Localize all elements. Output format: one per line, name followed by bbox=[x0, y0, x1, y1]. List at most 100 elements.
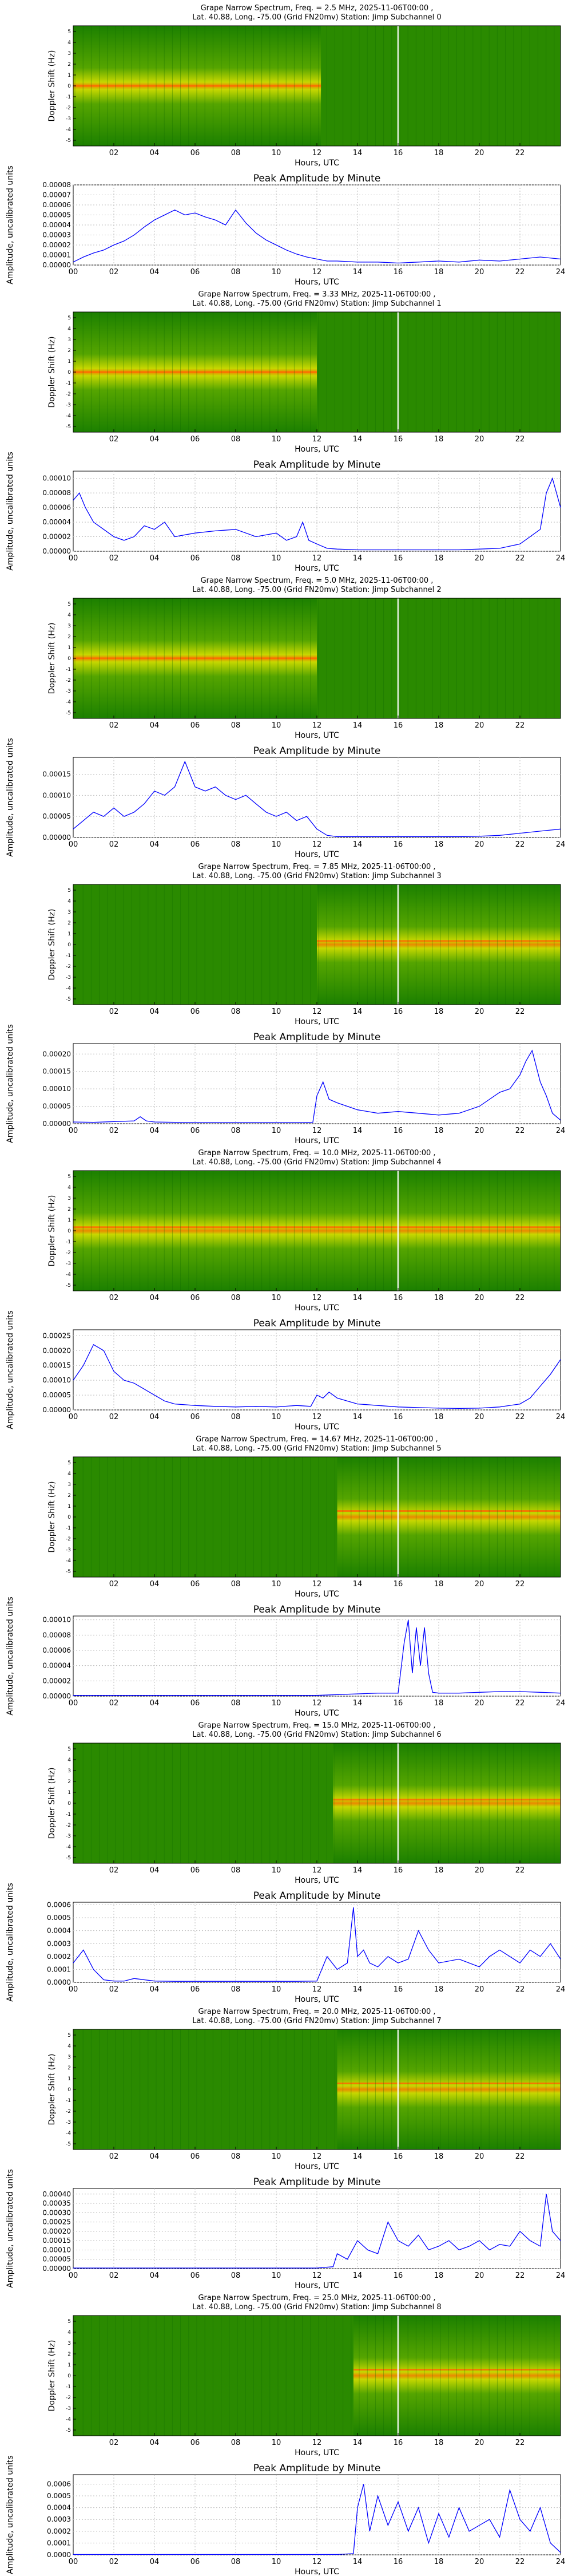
spectrogram-xtick-label: 08 bbox=[231, 435, 241, 444]
amplitude-xtick-label: 06 bbox=[190, 840, 200, 849]
spectrogram-title-line2: Lat. 40.88, Long. -75.00 (Grid FN20mv) S… bbox=[192, 872, 441, 880]
spectrogram-xtick-label: 18 bbox=[434, 435, 444, 444]
amplitude-xtick-label: 06 bbox=[190, 1413, 200, 1421]
amplitude-ytick-label: 0.00006 bbox=[42, 504, 71, 512]
amplitude-ylabel: Amplitude, uncalibrated units bbox=[6, 1024, 15, 1143]
amplitude-ytick-label: 0.00008 bbox=[42, 181, 71, 189]
amplitude-xlabel: Hours, UTC bbox=[295, 1709, 339, 1718]
spectrogram-ytick-label: 5 bbox=[67, 1747, 71, 1752]
spectrogram-ytick-label: -5 bbox=[66, 997, 71, 1002]
amplitude-xlabel: Hours, UTC bbox=[295, 1423, 339, 1432]
spectrogram-ylabel: Doppler Shift (Hz) bbox=[47, 50, 57, 122]
spectrogram-ytick-label: -1 bbox=[66, 2384, 71, 2390]
spectrogram-xtick-label: 12 bbox=[312, 1294, 322, 1302]
amplitude-ytick-label: 0.00020 bbox=[42, 2227, 71, 2235]
spectrogram-panel: Grape Narrow Spectrum, Freq. = 14.67 MHz… bbox=[47, 1435, 561, 1599]
spectrogram-ytick-label: 1 bbox=[67, 931, 71, 937]
amplitude-ytick-label: 0.00003 bbox=[42, 231, 71, 239]
amplitude-xtick-label: 22 bbox=[515, 1699, 525, 1708]
spectrogram-xtick-label: 18 bbox=[434, 149, 444, 157]
amplitude-ytick-label: 0.00000 bbox=[42, 261, 71, 269]
amplitude-xtick-label: 14 bbox=[353, 554, 363, 563]
amplitude-xtick-label: 00 bbox=[69, 1985, 78, 1994]
amplitude-xtick-label: 22 bbox=[515, 1985, 525, 1994]
amplitude-ytick-label: 0.00004 bbox=[42, 518, 71, 526]
amplitude-xtick-label: 08 bbox=[231, 554, 241, 563]
spectrogram-ylabel: Doppler Shift (Hz) bbox=[47, 2340, 57, 2412]
amplitude-ytick-label: 0.00008 bbox=[42, 1631, 71, 1639]
spectrogram-ytick-label: -5 bbox=[66, 1569, 71, 1575]
amplitude-xtick-label: 12 bbox=[312, 554, 322, 563]
spectrogram-ytick-label: -5 bbox=[66, 1855, 71, 1861]
amplitude-ytick-label: 0.0001 bbox=[47, 1965, 71, 1973]
amplitude-ytick-label: 0.00002 bbox=[42, 241, 71, 249]
spectrogram-xtick-label: 16 bbox=[394, 2152, 403, 2161]
amplitude-ytick-label: 0.00010 bbox=[42, 1616, 71, 1624]
amplitude-xtick-label: 24 bbox=[556, 1985, 566, 1994]
spectrogram-ytick-label: -2 bbox=[66, 678, 71, 683]
spectrogram-ytick-label: 0 bbox=[67, 2087, 71, 2093]
amplitude-series-line bbox=[73, 1344, 561, 1409]
amplitude-xtick-label: 08 bbox=[231, 2558, 241, 2566]
spectrogram-xtick-label: 04 bbox=[150, 2152, 160, 2161]
spectrogram-title-line2: Lat. 40.88, Long. -75.00 (Grid FN20mv) S… bbox=[192, 1444, 441, 1453]
amplitude-ytick-label: 0.0003 bbox=[47, 1939, 71, 1947]
spectrogram-active-region bbox=[353, 2316, 561, 2436]
amplitude-xtick-label: 04 bbox=[150, 1985, 160, 1994]
spectrogram-xtick-label: 06 bbox=[190, 1294, 200, 1302]
amplitude-ytick-label: 0.0002 bbox=[47, 1953, 71, 1961]
amplitude-ytick-label: 0.00025 bbox=[42, 1332, 71, 1340]
spectrogram-ytick-label: 3 bbox=[67, 2055, 71, 2060]
amplitude-ytick-label: 0.00000 bbox=[42, 1120, 71, 1128]
spectrogram-xtick-label: 20 bbox=[475, 2152, 484, 2161]
amplitude-ytick-label: 0.00015 bbox=[42, 770, 71, 778]
spectrogram-ytick-label: -1 bbox=[66, 667, 71, 673]
amplitude-xtick-label: 00 bbox=[69, 1413, 78, 1421]
spectrogram-ytick-label: 3 bbox=[67, 337, 71, 343]
amplitude-xtick-label: 14 bbox=[353, 2271, 363, 2280]
amplitude-ytick-label: 0.00000 bbox=[42, 2265, 71, 2273]
amplitude-title: Peak Amplitude by Minute bbox=[253, 2176, 381, 2188]
spectrogram-ytick-label: 4 bbox=[67, 899, 71, 904]
amplitude-xtick-label: 24 bbox=[556, 268, 566, 276]
spectrogram-xtick-label: 04 bbox=[150, 1866, 160, 1875]
spectrogram-xtick-label: 14 bbox=[353, 721, 363, 730]
amplitude-xtick-label: 14 bbox=[353, 1699, 363, 1708]
amplitude-xtick-label: 14 bbox=[353, 840, 363, 849]
amplitude-ytick-label: 0.00000 bbox=[42, 547, 71, 555]
spectrogram-title-line1: Grape Narrow Spectrum, Freq. = 25.0 MHz,… bbox=[198, 2294, 435, 2302]
amplitude-title: Peak Amplitude by Minute bbox=[253, 1890, 381, 1902]
amplitude-xtick-label: 04 bbox=[150, 554, 160, 563]
spectrogram-xtick-label: 20 bbox=[475, 2439, 484, 2447]
spectrogram-ytick-label: -4 bbox=[66, 1272, 71, 1278]
amplitude-xtick-label: 16 bbox=[394, 554, 403, 563]
amplitude-title: Peak Amplitude by Minute bbox=[253, 745, 381, 757]
spectrogram-xtick-label: 12 bbox=[312, 721, 322, 730]
amplitude-ytick-label: 0.00000 bbox=[42, 1406, 71, 1414]
spectrogram-active-region bbox=[337, 2029, 561, 2150]
spectrogram-ytick-label: 1 bbox=[67, 1790, 71, 1796]
spectrogram-xtick-label: 02 bbox=[109, 2439, 119, 2447]
spectrogram-ytick-label: -3 bbox=[66, 1547, 71, 1553]
amplitude-xtick-label: 18 bbox=[434, 840, 444, 849]
spectrogram-xtick-label: 14 bbox=[353, 1294, 363, 1302]
spectrogram-xtick-label: 04 bbox=[150, 721, 160, 730]
spectrogram-panel: Grape Narrow Spectrum, Freq. = 7.85 MHz,… bbox=[47, 863, 561, 1026]
spectrogram-xtick-label: 02 bbox=[109, 1866, 119, 1875]
spectrogram-xtick-label: 14 bbox=[353, 149, 363, 157]
spectrogram-xtick-label: 14 bbox=[353, 435, 363, 444]
spectrogram-ylabel: Doppler Shift (Hz) bbox=[47, 1195, 57, 1267]
spectrogram-title-line1: Grape Narrow Spectrum, Freq. = 7.85 MHz,… bbox=[198, 863, 435, 871]
spectrogram-ytick-label: 2 bbox=[67, 2065, 71, 2071]
spectrogram-xtick-label: 16 bbox=[394, 721, 403, 730]
amplitude-xtick-label: 18 bbox=[434, 1699, 444, 1708]
spectrogram-xtick-label: 14 bbox=[353, 1866, 363, 1875]
amplitude-xtick-label: 10 bbox=[272, 2271, 281, 2280]
amplitude-xtick-label: 12 bbox=[312, 1699, 322, 1708]
amplitude-ylabel: Amplitude, uncalibrated units bbox=[6, 1597, 15, 1716]
spectrogram-ytick-label: -3 bbox=[66, 1834, 71, 1839]
amplitude-ytick-label: 0.00005 bbox=[42, 812, 71, 820]
amplitude-title: Peak Amplitude by Minute bbox=[253, 459, 381, 471]
amplitude-xtick-label: 22 bbox=[515, 554, 525, 563]
